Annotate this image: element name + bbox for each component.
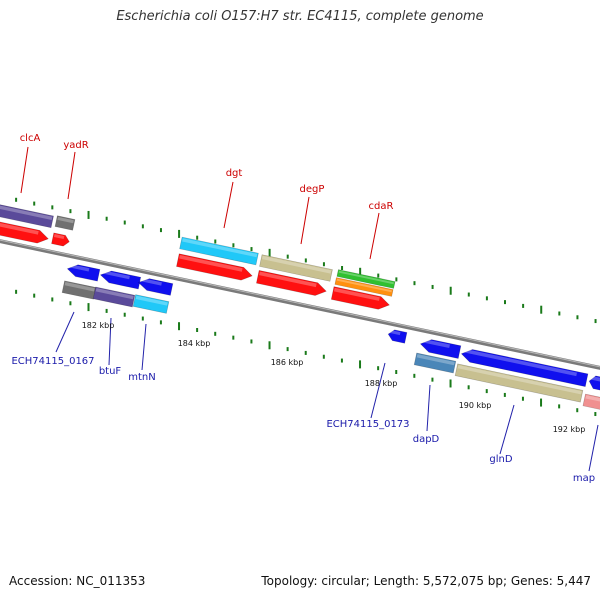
feature-degP-cds (256, 270, 327, 296)
feature-mtnN-gene (132, 294, 170, 314)
leader-line-top-5 (369, 212, 380, 260)
feature-degP-gene (259, 254, 333, 282)
scale-label: 188 kbp (365, 379, 398, 388)
genome-backbone-highlight (0, 239, 600, 368)
feature-btuF-gene (92, 286, 136, 308)
leader-line-top-4 (300, 196, 310, 245)
gene-features (0, 201, 600, 411)
feature-blue-4 (387, 329, 408, 344)
gene-label-mtnn: mtnN (128, 372, 155, 383)
feature-map-cds (588, 375, 600, 392)
map-title: Escherichia coli O157:H7 str. EC4115, co… (116, 9, 484, 24)
feature-yadR-cds (51, 232, 70, 247)
leader-line-bottom-6 (499, 404, 515, 455)
leader-line-top-2 (67, 151, 76, 200)
gene-label-dgt: dgt (226, 168, 243, 179)
gene-label-ech74115_0173: ECH74115_0173 (326, 419, 409, 430)
gene-label-clca: clcA (20, 133, 41, 144)
gene-label-yadr: yadR (63, 140, 88, 151)
leader-line-bottom-5 (426, 384, 431, 432)
feature-dapD-cds (419, 338, 462, 359)
gene-labels: clcA yadR dgt degP cdaR ECH74115_0167 btuF mtnN… (11, 133, 595, 484)
feature-dapD-gene (413, 352, 457, 374)
feature-ECH74115_0167-gene (61, 280, 97, 300)
leader-line-bottom-1 (55, 311, 75, 353)
scale-labels: 182 kbp 184 kbp 186 kbp 188 kbp 190 kbp 192 k… (82, 321, 586, 434)
gene-label-degp: degP (300, 184, 325, 195)
feature-dgt-gene (179, 236, 259, 266)
feature-blue-2 (99, 270, 142, 290)
leader-line-bottom-7 (588, 424, 599, 472)
genome-backbone (0, 239, 600, 370)
leader-line-bottom-2 (108, 317, 112, 366)
scale-label: 184 kbp (178, 339, 211, 348)
feature-gray (54, 215, 76, 231)
scale-label: 182 kbp (82, 321, 115, 330)
gene-label-btuf: btuF (99, 366, 122, 377)
leader-line-top-1 (20, 146, 29, 194)
scale-label: 192 kbp (553, 425, 586, 434)
gene-label-dapd: dapD (413, 434, 440, 445)
feature-glnD-cds (460, 348, 589, 387)
feature-map-gene (582, 393, 600, 411)
gene-label-cdar: cdaR (369, 201, 394, 212)
gene-label-ech74115_0167: ECH74115_0167 (11, 356, 94, 367)
scale-label: 190 kbp (459, 401, 492, 410)
feature-blue-3 (137, 277, 174, 296)
leader-line-bottom-4 (370, 362, 386, 419)
leader-line-top-3 (223, 181, 234, 229)
feature-purple (0, 201, 54, 229)
feature-cdaR-gene-b (334, 277, 394, 297)
tick-marks (15, 197, 597, 417)
gene-label-map: map (573, 473, 595, 484)
scale-label: 186 kbp (271, 358, 304, 367)
gene-label-glnd: glnD (489, 454, 512, 465)
leader-line-bottom-3 (141, 323, 147, 371)
feature-clcA-cds (0, 218, 49, 244)
feature-glnD-gene (454, 363, 584, 403)
feature-cdaR-cds (330, 286, 390, 310)
feature-dgt-cds (176, 253, 253, 281)
label-leaders (20, 146, 599, 472)
accession-text: Accession: NC_011353 (9, 574, 146, 588)
feature-blue-1 (66, 264, 101, 282)
feature-cdaR-gene-a (336, 269, 396, 289)
genome-summary-text: Topology: circular; Length: 5,572,075 bp… (261, 574, 591, 588)
